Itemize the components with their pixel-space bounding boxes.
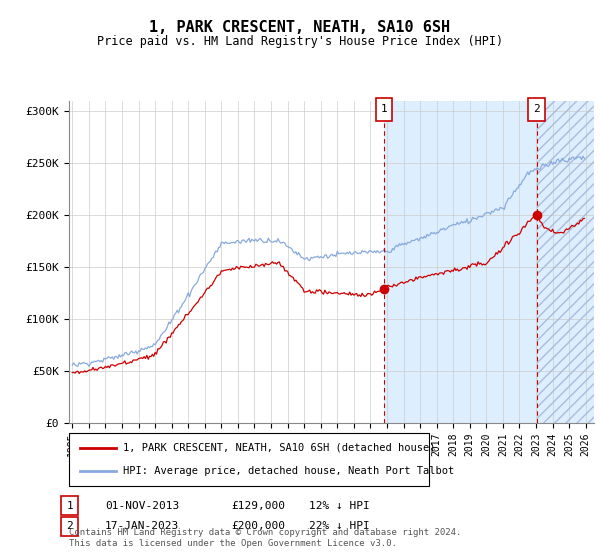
Text: 17-JAN-2023: 17-JAN-2023: [105, 521, 179, 531]
Text: 22% ↓ HPI: 22% ↓ HPI: [309, 521, 370, 531]
Text: 1, PARK CRESCENT, NEATH, SA10 6SH: 1, PARK CRESCENT, NEATH, SA10 6SH: [149, 20, 451, 35]
Bar: [384, 101, 537, 423]
Text: 1, PARK CRESCENT, NEATH, SA10 6SH (detached house): 1, PARK CRESCENT, NEATH, SA10 6SH (detac…: [123, 442, 436, 452]
Text: 2: 2: [533, 104, 540, 114]
Text: 1: 1: [381, 104, 388, 114]
Text: 2: 2: [66, 521, 73, 531]
Bar: [537, 101, 594, 423]
Text: £200,000: £200,000: [231, 521, 285, 531]
Text: £129,000: £129,000: [231, 501, 285, 511]
Text: HPI: Average price, detached house, Neath Port Talbot: HPI: Average price, detached house, Neat…: [123, 466, 454, 477]
Bar: [537, 101, 594, 423]
Text: 01-NOV-2013: 01-NOV-2013: [105, 501, 179, 511]
Text: Contains HM Land Registry data © Crown copyright and database right 2024.
This d: Contains HM Land Registry data © Crown c…: [69, 528, 461, 548]
FancyBboxPatch shape: [69, 433, 429, 486]
Text: 1: 1: [66, 501, 73, 511]
FancyBboxPatch shape: [529, 97, 545, 120]
Text: Price paid vs. HM Land Registry's House Price Index (HPI): Price paid vs. HM Land Registry's House …: [97, 35, 503, 48]
Text: 12% ↓ HPI: 12% ↓ HPI: [309, 501, 370, 511]
FancyBboxPatch shape: [376, 97, 392, 120]
